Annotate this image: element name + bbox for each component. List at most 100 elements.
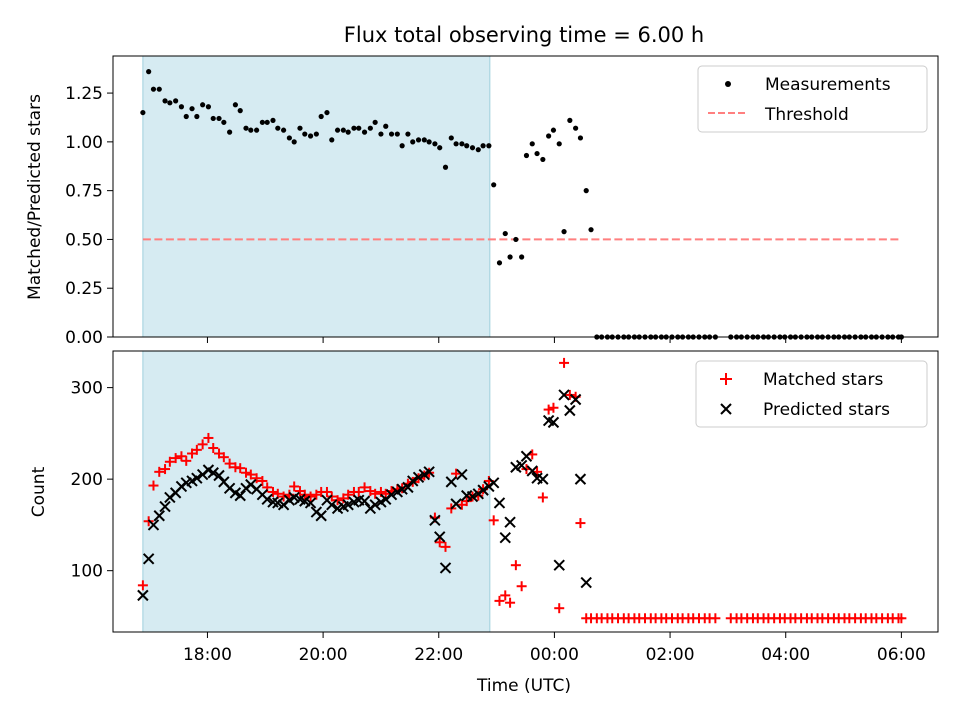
predicted-star-point — [487, 477, 500, 489]
top-y-tick-label: 1.00 — [65, 133, 103, 153]
measurement-point — [227, 129, 233, 135]
predicted-star-point — [304, 497, 317, 509]
predicted-star-point — [342, 499, 354, 511]
legend-predicted-label: Predicted stars — [763, 400, 890, 420]
bottom-legend-frame — [695, 360, 928, 428]
matched-star-point — [510, 560, 521, 571]
measurement-point — [540, 156, 546, 163]
bottom-x-axis: 18:00 20:00 22:00 00:00 02:00 04:00 06:00 — [183, 632, 926, 665]
measurement-point — [178, 104, 185, 110]
matched-star-point — [181, 455, 192, 466]
matched-star-point — [332, 495, 343, 506]
predicted-star-point — [564, 404, 576, 417]
predicted-star-point — [520, 450, 533, 462]
matched-star-point — [575, 518, 586, 529]
bottom-plot-area — [137, 357, 907, 624]
legend-matched-marker — [720, 373, 732, 385]
predicted-star-point — [315, 510, 327, 522]
matched-star-point — [191, 444, 202, 455]
measurement-point — [405, 131, 411, 137]
measurement-point — [464, 143, 470, 149]
predicted-star-point — [477, 484, 489, 496]
matched-star-point — [537, 492, 548, 503]
predicted-star-point — [429, 514, 441, 527]
predicted-star-point — [547, 416, 560, 429]
top-y-tick-label: 1.25 — [65, 84, 103, 104]
top-y-tick-label: 0.00 — [65, 328, 103, 348]
measurement-point — [388, 131, 395, 137]
legend-threshold-label: Threshold — [764, 105, 849, 125]
matched-star-point — [559, 357, 570, 368]
measurement-point — [150, 86, 157, 92]
measurement-point — [291, 139, 297, 145]
matched-star-point — [505, 597, 516, 608]
measurement-point — [351, 125, 357, 131]
predicted-star-point — [207, 467, 219, 479]
bottom-y-axis: 100 200 300 — [71, 379, 113, 582]
measurement-point — [280, 127, 287, 133]
measurement-point — [254, 127, 260, 133]
matched-star-point — [164, 456, 175, 467]
predicted-star-point — [456, 468, 468, 481]
bottom-legend: Matched stars Predicted stars — [695, 360, 928, 428]
matched-star-point — [267, 486, 278, 497]
matched-star-point — [245, 469, 256, 480]
bottom-x-tick-label: 20:00 — [299, 645, 348, 665]
bottom-x-tick-label: 06:00 — [877, 645, 926, 665]
measurement-point — [297, 125, 303, 131]
predicted-star-point — [504, 516, 516, 528]
predicted-star-point — [407, 475, 419, 487]
matched-star-point — [257, 475, 268, 486]
matched-star-point — [197, 439, 208, 450]
legend-matched-label: Matched stars — [763, 370, 883, 390]
measurement-point — [421, 137, 427, 143]
measurement-point — [583, 188, 589, 194]
matched-star-point — [235, 463, 246, 474]
bottom-x-tick-label: 04:00 — [761, 645, 810, 665]
legend-measurements-marker — [725, 81, 731, 87]
bottom-y-tick-label: 100 — [71, 562, 103, 582]
measurement-point — [275, 125, 281, 131]
predicted-star-point — [412, 471, 425, 484]
measurement-point — [243, 125, 249, 131]
predicted-star-point — [147, 519, 160, 531]
bottom-panel: 100 200 300 18:00 20:00 22:00 00:00 02:00 04:00… — [29, 350, 939, 696]
predicted-star-point — [434, 531, 446, 543]
matched-star-point — [251, 473, 262, 484]
measurement-point — [324, 109, 330, 116]
predicted-star-point — [191, 472, 203, 484]
measurement-point — [329, 137, 335, 143]
measurement-point — [507, 254, 513, 260]
matched-star-point — [710, 613, 721, 624]
top-axes-frame — [112, 55, 939, 338]
measurement-point — [519, 254, 525, 260]
top-legend-frame — [697, 65, 928, 133]
predicted-star-point — [569, 393, 582, 406]
predicted-star-point — [326, 499, 338, 511]
measurement-point — [513, 236, 519, 243]
matched-star-point — [160, 464, 171, 475]
matched-star-point — [548, 402, 559, 413]
measurement-point — [302, 131, 308, 137]
top-y-axis-label: Matched/Predicted stars — [25, 94, 45, 300]
predicted-star-point — [402, 481, 414, 494]
measurement-point — [232, 102, 239, 108]
matched-star-point — [473, 490, 484, 501]
measurement-point — [286, 135, 292, 141]
measurement-point — [216, 115, 222, 122]
legend-measurements-label: Measurements — [765, 75, 891, 95]
predicted-star-point — [213, 469, 225, 482]
matched-star-point — [176, 451, 187, 462]
matched-star-point — [203, 432, 214, 443]
measurement-point — [156, 86, 162, 92]
measurement-point — [221, 119, 227, 125]
measurement-point — [361, 129, 368, 135]
measurement-point — [264, 119, 270, 125]
matched-star-point — [321, 486, 332, 497]
measurement-point — [567, 117, 573, 123]
matched-star-point — [224, 458, 235, 469]
measurement-point — [550, 127, 557, 133]
measurement-point — [237, 108, 243, 114]
predicted-star-point — [445, 476, 457, 488]
bottom-x-axis-label: Time (UTC) — [476, 676, 571, 696]
